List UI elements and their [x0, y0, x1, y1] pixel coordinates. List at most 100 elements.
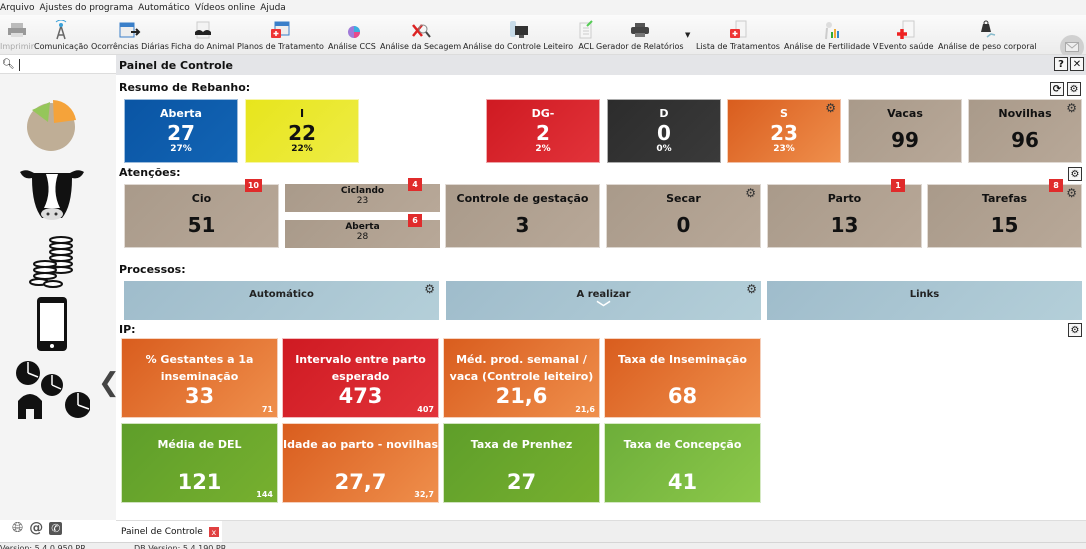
tab-painel-controle[interactable]: Painel de Controle x	[116, 521, 222, 543]
ip-settings-button[interactable]: ⚙	[1068, 323, 1082, 337]
ip-media-del[interactable]: Média de DEL 121 144	[121, 423, 278, 503]
process-links[interactable]: Links	[767, 281, 1082, 320]
section-title-ip: IP:	[119, 323, 136, 336]
left-navigation: ❮	[0, 74, 120, 520]
search-icon: 🔍︎	[2, 59, 15, 70]
acl-button[interactable]: ACL	[575, 15, 597, 55]
planos-tratamento-button[interactable]: Planos de Tratamento	[237, 15, 324, 55]
chevron-down-icon[interactable]: ﹀	[596, 301, 611, 317]
tile-dg-positivo[interactable]: DG+ 25 25%	[366, 99, 480, 163]
tile-aberta-atencao[interactable]: 6 Aberta 28	[285, 214, 440, 248]
process-automatico[interactable]: ⚙ Automático	[124, 281, 439, 320]
menu-videos[interactable]: Vídeos online	[194, 2, 256, 13]
smartphone-icon	[37, 297, 67, 351]
gear-icon[interactable]: ⚙	[825, 101, 836, 115]
close-panel-button[interactable]: ✕	[1070, 57, 1084, 71]
comunicacao-button[interactable]: Comunicação	[34, 15, 88, 55]
report-printer-icon	[629, 20, 651, 40]
tile-novilhas[interactable]: ⚙ Novilhas 96	[968, 99, 1082, 163]
evento-saude-button[interactable]: Evento saúde	[879, 15, 934, 55]
milk-control-icon	[507, 20, 529, 40]
menu-ajuda[interactable]: Ajuda	[260, 2, 286, 13]
nav-farm-reports[interactable]	[14, 359, 90, 421]
tile-tarefas[interactable]: 8 ⚙ Tarefas 15	[927, 179, 1082, 248]
ip-taxa-concepcao[interactable]: Taxa de Concepção 41	[604, 423, 761, 503]
gerador-relatorios-button[interactable]: Gerador de Relatórios	[596, 15, 684, 55]
help-button[interactable]: ?	[1054, 57, 1068, 71]
analise-fertilidade-button[interactable]: Análise de Fertilidade V	[784, 15, 878, 55]
toolbar: Imprimir Comunicação Ocorrências Diárias…	[0, 15, 1086, 59]
menu-automatico[interactable]: Automático	[138, 2, 190, 13]
process-a-realizar[interactable]: ⚙ A realizar ﹀	[446, 281, 761, 320]
atencoes-settings-button[interactable]: ⚙	[1068, 167, 1082, 181]
ip-gestantes-1a-inseminacao[interactable]: % Gestantes a 1a inseminação 33 71	[121, 338, 278, 418]
nav-statistics[interactable]	[14, 96, 90, 152]
gear-icon[interactable]: ⚙	[1066, 101, 1077, 115]
gear-icon[interactable]: ⚙	[424, 282, 435, 296]
ip-intervalo-parto[interactable]: Intervalo entre parto esperado 473 407	[282, 338, 439, 418]
ip-idade-parto-novilhas[interactable]: Idade ao parto - novilhas 27,7 32,7	[282, 423, 439, 503]
tile-cio[interactable]: 10 Cio 51	[124, 179, 279, 248]
antenna-icon	[50, 20, 72, 40]
document-tab-bar: Painel de Controle x	[116, 520, 1086, 543]
ip-taxa-inseminacao[interactable]: Taxa de Inseminação 68	[604, 338, 761, 418]
tile-controle-gestacao[interactable]: Controle de gestação 3	[445, 184, 600, 248]
nav-finance[interactable]	[14, 232, 90, 288]
ccs-chart-icon	[341, 20, 363, 40]
ocorrencias-button[interactable]: Ocorrências Diárias	[91, 15, 169, 55]
status-bar: Version: 5.4.0.950 PR DB Version: 5.4.19…	[0, 542, 1086, 549]
animal-card-icon	[192, 20, 214, 40]
analise-controle-leiteiro-button[interactable]: Análise do Controle Leiteiro	[463, 15, 573, 55]
gear-icon[interactable]: ⚙	[1066, 186, 1077, 200]
menu-bar: Arquivo Ajustes do programa Automático V…	[0, 0, 1086, 15]
resumo-settings-button[interactable]: ⚙	[1067, 82, 1081, 96]
fertility-chart-icon	[820, 20, 842, 40]
tile-inseminada[interactable]: I 22 22%	[245, 99, 359, 163]
cow-icon	[20, 170, 84, 220]
cio-badge: 10	[244, 179, 262, 192]
ip-producao-semanal[interactable]: Méd. prod. semanal / vaca (Controle leit…	[443, 338, 600, 418]
nav-mobile[interactable]	[14, 296, 90, 352]
treatment-calendar-icon	[269, 20, 291, 40]
tile-vacas[interactable]: Vacas 99	[848, 99, 962, 163]
toolbar-overflow-dropdown[interactable]: ▼	[685, 31, 691, 39]
tile-dg-negativo[interactable]: DG- 2 2%	[486, 99, 600, 163]
parto-badge: 1	[891, 179, 905, 192]
coins-icon	[29, 236, 73, 288]
collapse-sidebar-button[interactable]: ❮	[98, 368, 120, 398]
tile-secar[interactable]: ⚙ Secar 0	[606, 184, 761, 248]
page-title: Painel de Controle	[119, 58, 233, 72]
menu-arquivo[interactable]: Arquivo	[0, 2, 35, 13]
tile-aberta[interactable]: Aberta 27 27%	[124, 99, 238, 163]
analise-secagem-button[interactable]: Análise da Secagem	[380, 15, 461, 55]
tile-parto[interactable]: 1 Parto 13	[767, 179, 922, 248]
printer-icon	[6, 20, 28, 40]
menu-ajustes[interactable]: Ajustes do programa	[39, 2, 134, 13]
left-footer-icons: 🌐︎ @ ✆	[12, 520, 63, 536]
farm-charts-icon	[16, 361, 90, 419]
pie-chart-icon	[27, 100, 76, 151]
tile-secas[interactable]: ⚙ S 23 23%	[727, 99, 841, 163]
lista-tratamentos-button[interactable]: Lista de Tratamentos	[696, 15, 780, 55]
gear-icon[interactable]: ⚙	[745, 186, 756, 200]
analise-peso-corporal-button[interactable]: Análise de peso corporal	[938, 15, 1037, 55]
print-button[interactable]: Imprimir	[0, 15, 34, 55]
ip-taxa-prenhez[interactable]: Taxa de Prenhez 27	[443, 423, 600, 503]
close-tab-icon[interactable]: x	[208, 527, 219, 537]
section-title-resumo: Resumo de Rebanho:	[119, 81, 251, 94]
phone-icon[interactable]: ✆	[49, 521, 63, 535]
search-input[interactable]	[18, 58, 114, 71]
calendar-arrow-icon	[119, 20, 141, 40]
analise-ccs-button[interactable]: Análise CCS	[328, 15, 376, 55]
at-sign-icon[interactable]: @	[29, 520, 44, 536]
nav-animals[interactable]	[14, 164, 90, 222]
search-bar: 🔍︎	[0, 56, 116, 74]
tile-d[interactable]: D 0 0%	[607, 99, 721, 163]
tile-ciclando[interactable]: 4 Ciclando 23	[285, 178, 440, 212]
gear-icon[interactable]: ⚙	[746, 282, 757, 296]
globe-icon[interactable]: 🌐︎	[12, 520, 24, 536]
refresh-button[interactable]: ⟳	[1050, 82, 1064, 96]
ficha-animal-button[interactable]: Ficha do Animal	[171, 15, 234, 55]
drying-analysis-icon	[410, 20, 432, 40]
